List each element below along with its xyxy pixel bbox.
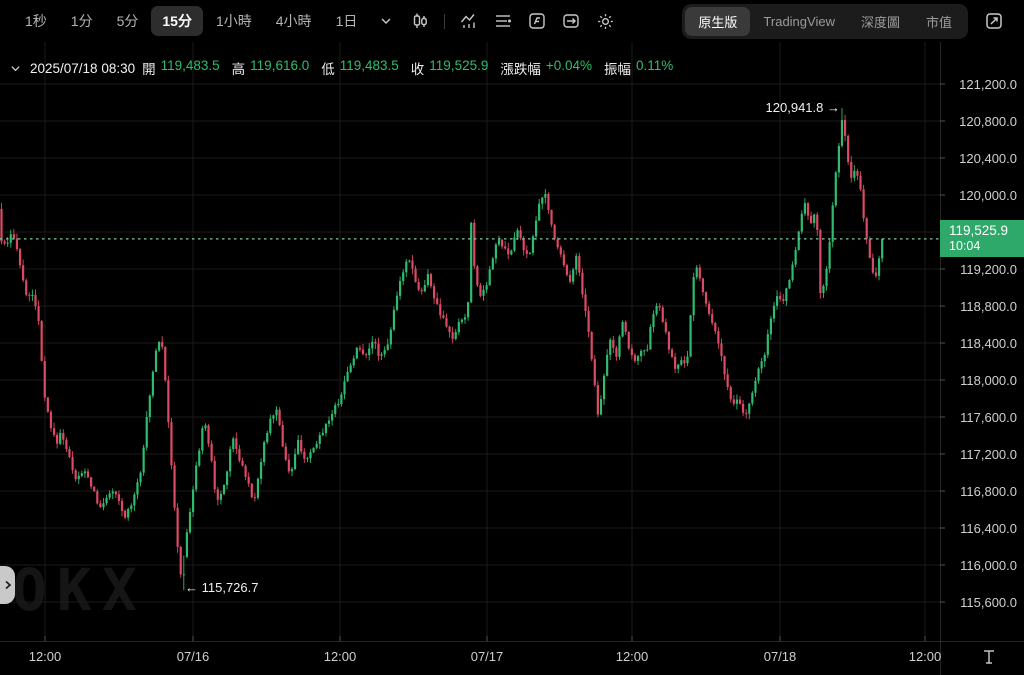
price-axis-label: 117,200.0 [960, 447, 1017, 462]
price-scale-reset-icon[interactable] [982, 649, 996, 670]
chart-toolbar: 1秒 1分 5分 15分 1小時 4小時 1日 [0, 0, 1024, 42]
ohlc-field: 開 119,483.5 [142, 58, 220, 78]
time-axis-label: 12:00 [908, 649, 942, 664]
timeframe-1[interactable]: 1秒 [25, 13, 47, 29]
okx-watermark: OKX [12, 556, 147, 624]
low-price-annotation: ← 115,726.7 [185, 580, 259, 596]
time-axis-label: 12:00 [323, 649, 357, 664]
timeframe-chevron-down-icon[interactable] [373, 8, 399, 34]
timeframe-5[interactable]: 1小時 [215, 13, 252, 29]
price-axis[interactable]: 119,525.9 10:04 121,200.0 120,800.0 120,40… [940, 42, 1024, 641]
ohlc-field: 低 119,483.5 [321, 58, 399, 78]
ohlc-value: 119,483.5 [339, 58, 399, 73]
view-switcher: 原生版 TradingView 深度圖 市值 [682, 3, 1010, 39]
panel-expander-button[interactable] [0, 566, 15, 604]
timeframe-group: 1秒 1分 5分 15分 1小時 4小時 1日 [14, 6, 368, 36]
current-price-value: 119,525.9 [949, 222, 1009, 238]
time-axis-label: 07/17 [470, 649, 504, 664]
ohlc-label: 低 [321, 62, 335, 77]
settings-gear-icon[interactable] [592, 8, 618, 34]
ohlc-fields: 開 119,483.5 高 119,616.0 低 119,483.5 收 119,525.9… [142, 58, 673, 78]
timeframe-7[interactable]: 1日 [335, 13, 358, 29]
timeframe-toolbar: 1秒 1分 5分 15分 1小時 4小時 1日 [14, 6, 621, 36]
ohlc-label: 收 [410, 62, 425, 77]
ohlc-value: 119,483.5 [160, 58, 220, 73]
view-tab-4[interactable]: 市值 [925, 14, 952, 30]
indicators-icon[interactable] [456, 8, 482, 34]
ohlc-label: 開 [142, 62, 156, 77]
price-axis-label: 116,800.0 [960, 484, 1017, 499]
price-axis-label: 115,600.0 [960, 595, 1017, 610]
ohlc-chevron-down-icon[interactable] [10, 63, 21, 74]
time-axis-label: 07/16 [176, 649, 210, 664]
price-axis-label: 118,800.0 [960, 299, 1017, 314]
ohlc-info-bar: 2025/07/18 08:30 開 119,483.5 高 119,616.0 低 11… [10, 58, 673, 78]
view-tab-3[interactable]: 深度圖 [860, 14, 900, 30]
timeframe-4[interactable]: 15分 [151, 6, 203, 36]
ohlc-value: +0.04% [545, 58, 593, 73]
price-axis-label: 120,000.0 [959, 188, 1017, 203]
price-axis-label: 116,400.0 [960, 521, 1017, 536]
view-tab-2[interactable]: TradingView [763, 13, 835, 29]
price-axis-label: 118,000.0 [960, 373, 1017, 388]
ohlc-field: 高 119,616.0 [232, 58, 310, 78]
price-axis-label: 118,400.0 [960, 336, 1017, 351]
current-price-time: 10:04 [949, 238, 981, 253]
price-axis-label: 116,000.0 [960, 558, 1017, 573]
fullscreen-expand-icon[interactable] [981, 8, 1007, 34]
timeframe-6[interactable]: 4小時 [275, 13, 312, 29]
time-axis-label: 12:00 [615, 649, 649, 664]
view-tab-1[interactable]: 原生版 [685, 6, 751, 36]
ohlc-field: 漲跌幅 +0.04% [500, 58, 592, 78]
high-price-annotation: 120,941.8 → [765, 99, 840, 115]
ohlc-label: 漲跌幅 [500, 62, 541, 77]
candle-style-icon[interactable] [407, 8, 433, 34]
time-axis-label: 12:00 [28, 649, 62, 664]
ohlc-field: 振幅 0.11% [604, 58, 673, 78]
candle-datetime: 2025/07/18 08:30 [30, 60, 136, 76]
time-axis[interactable]: 12:00 07/16 12:00 07/17 12:00 07/18 12:00 [0, 641, 1024, 675]
timeframe-3[interactable]: 5分 [116, 13, 139, 29]
chart-settings-list-icon[interactable] [490, 8, 516, 34]
ohlc-label: 高 [231, 62, 246, 77]
current-price-badge[interactable]: 119,525.9 10:04 [940, 219, 1024, 257]
ohlc-field: 收 119,525.9 [411, 58, 489, 78]
ohlc-value: 119,525.9 [429, 58, 489, 73]
price-axis-label: 120,400.0 [959, 151, 1017, 166]
ohlc-value: 119,616.0 [250, 58, 310, 73]
timeframe-2[interactable]: 1分 [70, 13, 93, 29]
share-box-icon[interactable] [558, 8, 584, 34]
ohlc-label: 振幅 [604, 62, 632, 77]
price-axis-label: 121,200.0 [959, 77, 1017, 92]
price-axis-label: 119,200.0 [960, 262, 1017, 277]
ohlc-value: 0.11% [636, 58, 674, 73]
price-axis-label: 120,800.0 [959, 114, 1017, 129]
formula-box-icon[interactable] [524, 8, 550, 34]
price-axis-label: 117,600.0 [960, 410, 1017, 425]
time-axis-label: 07/18 [763, 649, 797, 664]
toolbar-divider [444, 13, 446, 29]
view-tabs: 原生版 TradingView 深度圖 市值 [682, 3, 968, 39]
